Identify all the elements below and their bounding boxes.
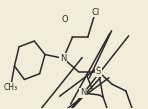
Text: CH₃: CH₃ <box>4 83 18 92</box>
Text: O: O <box>62 15 68 24</box>
Text: N: N <box>60 54 66 63</box>
Text: Cl: Cl <box>91 8 99 17</box>
Text: S: S <box>96 67 101 76</box>
Text: N: N <box>80 88 86 97</box>
